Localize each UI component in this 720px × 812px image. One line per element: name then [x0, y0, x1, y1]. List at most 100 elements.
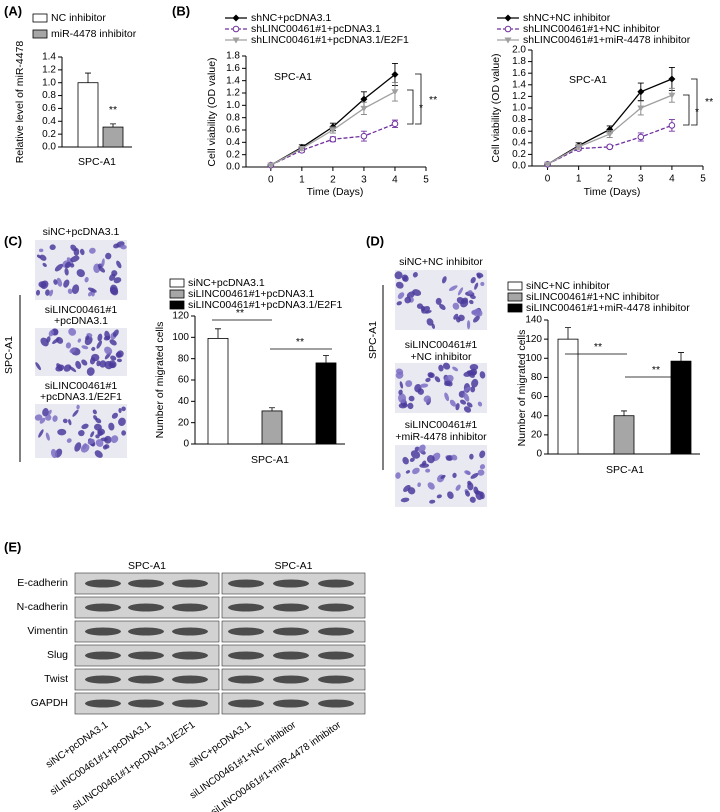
y-axis-label: Cell viability (OD value): [206, 57, 218, 166]
cell: [71, 284, 80, 294]
legend-marker: [232, 14, 240, 22]
x-tick-label: 3: [361, 175, 367, 186]
band: [318, 699, 354, 708]
cell: [49, 289, 54, 297]
y-tick-label: 1.8: [226, 51, 240, 62]
cell: [108, 422, 115, 431]
cell: [401, 274, 409, 282]
band: [85, 627, 121, 636]
cell: [113, 277, 122, 284]
cell: [466, 320, 471, 330]
band: [128, 675, 164, 684]
cell: [115, 351, 122, 358]
band: [228, 579, 264, 588]
cell: [405, 470, 411, 474]
cell: [81, 345, 89, 350]
error-bar: [565, 327, 571, 340]
band: [273, 651, 309, 660]
cell: [64, 267, 69, 276]
micrograph-label: +NC inhibitor: [411, 351, 472, 363]
cell: [69, 263, 75, 268]
blot-header: SPC-A1: [275, 560, 313, 572]
cell: [410, 450, 421, 459]
cell: [429, 499, 436, 504]
cell: [463, 406, 472, 413]
legend-label: miR-4478 inhibitor: [51, 28, 137, 40]
cell: [34, 414, 43, 421]
legend-swatch: [507, 281, 523, 291]
protein-label: N-cadherin: [17, 601, 69, 613]
band: [85, 603, 121, 612]
marker: [544, 161, 552, 168]
side-label: SPC-A1: [3, 336, 15, 374]
annotation: **: [705, 96, 713, 108]
y-axis-label: Relative level of miR-4478: [14, 41, 26, 164]
y-tick-label: 1.0: [226, 100, 240, 111]
legend-label: shLINC00461#1+NC inhibitor: [523, 23, 660, 35]
cell: [412, 272, 418, 278]
cell: [54, 263, 64, 272]
error-bar: [110, 123, 116, 128]
cell: [440, 474, 446, 479]
band: [228, 699, 264, 708]
band: [85, 699, 121, 708]
series-line: [270, 73, 396, 166]
cell: [427, 482, 435, 490]
cell: [452, 472, 457, 479]
cell: [77, 338, 82, 343]
legend-label: NC inhibitor: [51, 12, 106, 24]
cell: [62, 418, 68, 424]
legend-marker: [504, 25, 512, 33]
band: [128, 627, 164, 636]
cell: [101, 258, 105, 267]
legend-label: siLINC00461#1+miR-4478 inhibitor: [526, 302, 690, 314]
cell: [470, 386, 476, 393]
cell: [103, 335, 111, 341]
panel-label: (B): [172, 3, 190, 18]
cell: [398, 393, 407, 404]
cell: [426, 318, 434, 326]
y-tick-label: 1.4: [226, 75, 240, 86]
cell: [467, 290, 473, 295]
cell: [87, 291, 93, 297]
panel-label: (C): [4, 233, 22, 248]
cell: [57, 428, 67, 436]
cell: [464, 470, 471, 475]
y-tick-label: 1.2: [512, 91, 526, 102]
band: [172, 699, 208, 708]
legend-marker: [232, 37, 240, 44]
cell: [477, 401, 483, 407]
cell: [109, 284, 118, 295]
cell: [52, 415, 58, 422]
cell: [68, 419, 72, 426]
y-axis-label: Number of migrated cells: [516, 330, 528, 447]
y-tick-label: 0.4: [226, 137, 240, 148]
cell: [425, 377, 431, 383]
cell: [474, 490, 480, 495]
cell: [469, 496, 476, 503]
marker: [668, 75, 676, 83]
cell: [96, 340, 103, 349]
y-tick-label: 0.4: [512, 137, 526, 148]
y-tick-label: 1.0: [512, 103, 526, 114]
band: [172, 627, 208, 636]
micrograph-label: +miR-4478 inhibitor: [395, 431, 487, 443]
bar: [261, 410, 283, 445]
cell: [79, 248, 85, 256]
cell: [94, 450, 103, 458]
cell: [47, 409, 52, 416]
x-tick-label: SPC-A1: [78, 156, 116, 168]
x-tick-label: 0: [545, 174, 551, 185]
band: [128, 651, 164, 660]
cell: [395, 281, 404, 289]
cell: [479, 371, 486, 379]
cell: [449, 399, 456, 407]
bar: [207, 337, 229, 445]
marker: [329, 135, 337, 143]
cell: [72, 409, 79, 417]
cell: [35, 289, 41, 296]
bar: [670, 360, 692, 455]
y-tick-label: 120: [172, 311, 189, 322]
legend-label: shLINC00461#1+miR-4478 inhibitor: [523, 34, 691, 46]
y-tick-label: 0: [183, 439, 189, 450]
